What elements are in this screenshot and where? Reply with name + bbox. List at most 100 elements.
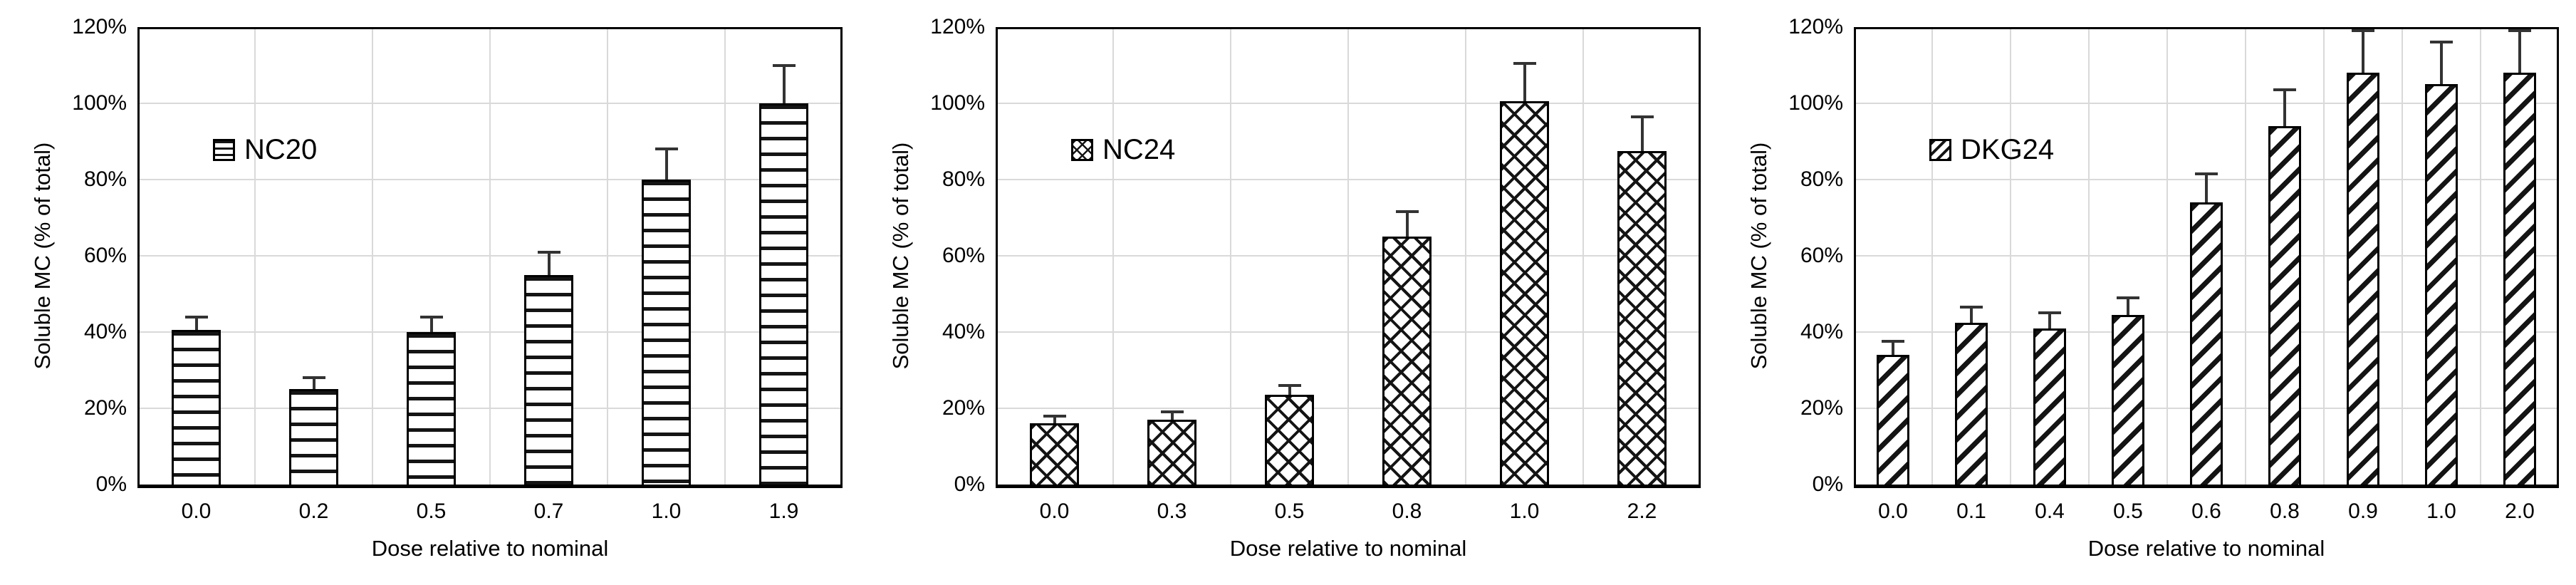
gridline-vertical — [1931, 27, 1933, 485]
error-bar-stem — [194, 316, 198, 331]
bar — [523, 274, 574, 485]
y-tick-label: 0% — [954, 472, 985, 496]
gridline-vertical — [2480, 27, 2481, 485]
error-bar-cap — [537, 250, 560, 254]
x-tick-label: 1.0 — [2426, 499, 2456, 523]
gridline-vertical — [2402, 27, 2403, 485]
error-bar-stem — [1053, 415, 1056, 424]
error-bar-cap — [655, 147, 678, 151]
error-bar-stem — [1640, 116, 1644, 151]
x-tick-label: 0.6 — [2191, 499, 2221, 523]
gridline-vertical — [2323, 27, 2325, 485]
bar — [2424, 84, 2458, 485]
x-tick-label: 0.5 — [416, 499, 447, 523]
x-tick-label: 2.2 — [1627, 499, 1657, 523]
bar — [1617, 150, 1667, 485]
x-tick-label: 0.5 — [1274, 499, 1305, 523]
error-bar-cap — [1160, 410, 1184, 414]
x-axis-title: Dose relative to nominal — [1229, 536, 1467, 561]
bar — [1147, 420, 1197, 485]
legend-label: NC24 — [1102, 133, 1176, 165]
legend-swatch — [1071, 138, 1093, 161]
error-bar-cap — [302, 376, 325, 380]
y-tick-label: 60% — [942, 244, 985, 267]
bar — [2503, 73, 2537, 485]
error-bar-stem — [429, 316, 433, 332]
gridline-vertical — [2088, 27, 2090, 485]
error-bar-cap — [1960, 306, 1983, 309]
error-bar-stem — [2283, 90, 2286, 127]
error-bar-cap — [2117, 296, 2139, 299]
gridline-vertical — [372, 27, 373, 485]
bar — [1499, 101, 1550, 485]
error-bar-cap — [419, 315, 443, 319]
x-axis-title: Dose relative to nominal — [371, 536, 609, 561]
bar — [1954, 322, 1988, 485]
x-tick-label: 0.5 — [2113, 499, 2143, 523]
gridline-horizontal — [1854, 103, 2559, 104]
legend-swatch — [1929, 138, 1951, 161]
error-bar-stem — [2205, 173, 2208, 203]
gridline-vertical — [2010, 27, 2011, 485]
gridline-vertical — [724, 27, 726, 485]
x-tick-label: 0.0 — [1039, 499, 1070, 523]
x-tick-label: 0.0 — [181, 499, 212, 523]
error-bar-stem — [2362, 31, 2364, 73]
gridline-vertical — [1230, 27, 1231, 485]
y-tick-label: 40% — [1800, 320, 1843, 343]
bar — [406, 332, 457, 485]
error-bar-cap — [184, 315, 208, 319]
bar — [171, 330, 221, 485]
x-tick-label: 0.0 — [1878, 499, 1908, 523]
x-tick-label: 0.3 — [1157, 499, 1187, 523]
x-tick-label: 1.9 — [768, 499, 799, 523]
error-bar-cap — [1395, 210, 1419, 214]
bar — [2346, 73, 2380, 485]
y-tick-label: 120% — [72, 15, 127, 38]
x-tick-label: 0.9 — [2348, 499, 2378, 523]
x-tick-label: 0.8 — [1392, 499, 1422, 523]
error-bar-cap — [2430, 41, 2453, 44]
gridline-vertical — [607, 27, 608, 485]
y-tick-label: 0% — [95, 472, 127, 496]
x-tick-label: 0.1 — [1956, 499, 1986, 523]
error-bar-stem — [312, 378, 316, 390]
bar — [2111, 314, 2145, 485]
legend-swatch — [213, 138, 235, 161]
x-tick-label: 1.0 — [1509, 499, 1540, 523]
error-bar-stem — [782, 65, 786, 103]
error-bar-stem — [664, 149, 668, 180]
y-tick-label: 80% — [1800, 167, 1843, 191]
error-bar-cap — [2352, 29, 2374, 33]
legend: NC20 — [213, 134, 317, 166]
error-bar-stem — [2518, 31, 2521, 73]
bar — [641, 180, 692, 485]
bar — [2268, 126, 2302, 485]
error-bar-cap — [1630, 115, 1654, 118]
error-bar-cap — [1513, 61, 1536, 65]
bar — [1264, 395, 1315, 485]
error-bar-cap — [1043, 414, 1066, 418]
y-tick-label: 120% — [1788, 15, 1843, 38]
y-tick-label: 60% — [83, 244, 127, 267]
error-bar-cap — [2508, 29, 2531, 33]
y-tick-label: 100% — [930, 91, 985, 115]
x-axis-title: Dose relative to nominal — [2087, 536, 2325, 561]
gridline-vertical — [1465, 27, 1466, 485]
y-tick-label: 20% — [942, 396, 985, 420]
y-tick-label: 100% — [1788, 91, 1843, 115]
bar — [758, 103, 809, 485]
bar — [2033, 328, 2067, 485]
error-bar-stem — [1892, 341, 1894, 356]
bar — [288, 389, 339, 485]
gridline-vertical — [254, 27, 256, 485]
error-bar-stem — [2440, 42, 2443, 85]
bar — [1876, 355, 1910, 485]
legend: DKG24 — [1929, 134, 2054, 166]
legend-label: DKG24 — [1961, 133, 2055, 165]
x-tick-label: 0.2 — [298, 499, 329, 523]
error-bar-stem — [1170, 412, 1174, 420]
x-tick-label: 1.0 — [651, 499, 682, 523]
error-bar-cap — [2195, 172, 2218, 175]
